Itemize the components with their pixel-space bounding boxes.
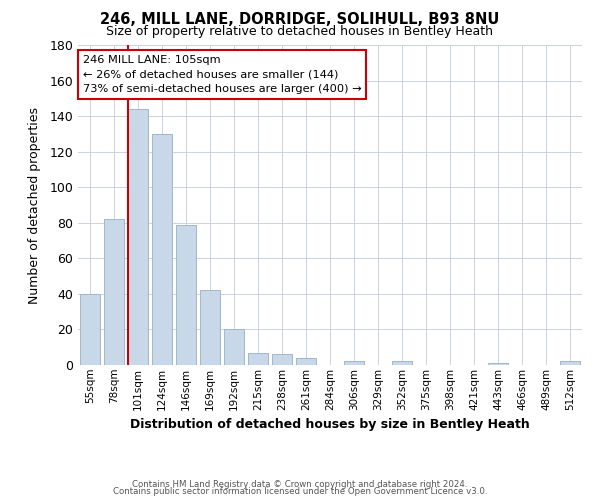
Bar (152, 134, 172, 365)
Bar (200, 290, 220, 365)
Text: Contains HM Land Registry data © Crown copyright and database right 2024.: Contains HM Land Registry data © Crown c… (132, 480, 468, 489)
Bar (128, 109, 148, 365)
Text: Contains public sector information licensed under the Open Government Licence v3: Contains public sector information licen… (113, 488, 487, 496)
Text: Size of property relative to detached houses in Bentley Heath: Size of property relative to detached ho… (107, 24, 493, 38)
Bar (344, 362, 364, 365)
Y-axis label: Number of detached properties: Number of detached properties (28, 106, 41, 304)
Bar (80, 294, 100, 365)
Text: 246, MILL LANE, DORRIDGE, SOLIHULL, B93 8NU: 246, MILL LANE, DORRIDGE, SOLIHULL, B93 … (100, 12, 500, 28)
Bar (176, 224, 196, 365)
Bar (392, 362, 412, 365)
Text: 246 MILL LANE: 105sqm
← 26% of detached houses are smaller (144)
73% of semi-det: 246 MILL LANE: 105sqm ← 26% of detached … (83, 54, 362, 94)
Bar (560, 362, 580, 365)
Bar (224, 330, 244, 365)
Bar (248, 352, 268, 365)
Bar (488, 363, 508, 365)
Bar (296, 358, 316, 365)
X-axis label: Distribution of detached houses by size in Bentley Heath: Distribution of detached houses by size … (130, 418, 530, 431)
Bar (104, 219, 124, 365)
Bar (272, 354, 292, 365)
